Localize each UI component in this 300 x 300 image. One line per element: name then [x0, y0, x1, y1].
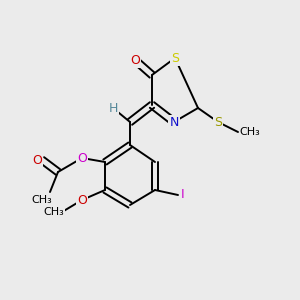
Text: H: H	[108, 101, 118, 115]
Text: O: O	[77, 152, 87, 164]
Text: S: S	[171, 52, 179, 64]
Text: I: I	[181, 188, 185, 202]
Text: O: O	[130, 53, 140, 67]
Text: O: O	[32, 154, 42, 166]
Text: CH₃: CH₃	[32, 195, 52, 205]
Text: S: S	[214, 116, 222, 128]
Text: CH₃: CH₃	[44, 207, 64, 217]
Text: CH₃: CH₃	[240, 127, 260, 137]
Text: O: O	[77, 194, 87, 206]
Text: N: N	[169, 116, 179, 128]
